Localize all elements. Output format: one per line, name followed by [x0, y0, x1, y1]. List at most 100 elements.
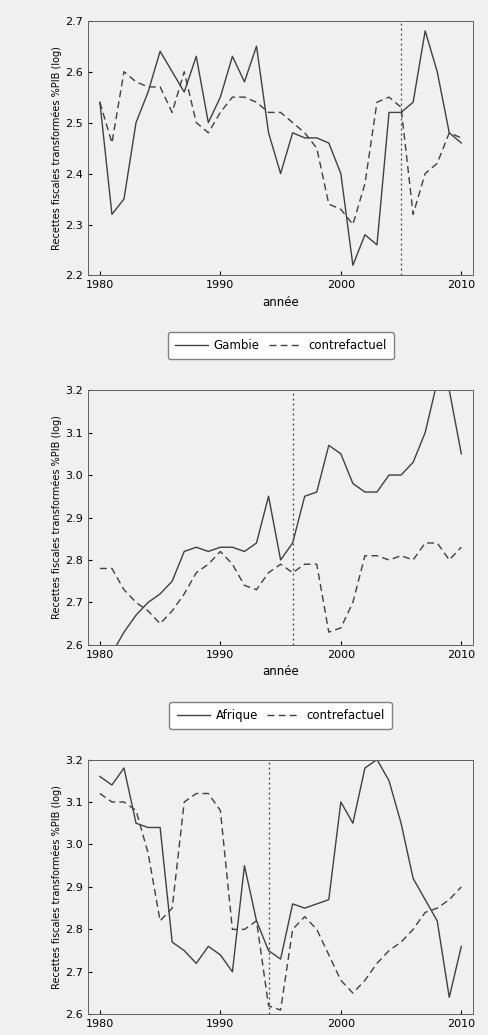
contrefactuel [398, 101, 404, 114]
Zambie [145, 821, 151, 833]
Afrique [205, 545, 211, 558]
Legend: Gambie, contrefactuel: Gambie, contrefactuel [168, 332, 393, 359]
contrefactuel [458, 541, 464, 554]
Gambie [121, 193, 127, 205]
Zambie [398, 817, 404, 829]
Zambie [362, 762, 368, 774]
Gambie [350, 259, 356, 271]
Afrique [157, 588, 163, 600]
Zambie [182, 944, 187, 956]
contrefactuel [193, 788, 199, 800]
Gambie [145, 86, 151, 98]
contrefactuel [386, 554, 392, 566]
Gambie [157, 46, 163, 58]
contrefactuel [290, 566, 296, 579]
contrefactuel [193, 116, 199, 128]
contrefactuel [458, 131, 464, 144]
contrefactuel [133, 76, 139, 88]
contrefactuel [97, 788, 103, 800]
contrefactuel [386, 91, 392, 104]
Zambie [133, 817, 139, 829]
Gambie [314, 131, 320, 144]
Line: Zambie: Zambie [100, 760, 461, 998]
Afrique [302, 490, 307, 502]
contrefactuel [133, 804, 139, 817]
Afrique [398, 469, 404, 481]
contrefactuel [374, 96, 380, 109]
contrefactuel [157, 915, 163, 927]
contrefactuel [398, 936, 404, 948]
Gambie [265, 126, 271, 139]
Gambie [109, 208, 115, 220]
contrefactuel [205, 126, 211, 139]
Gambie [133, 116, 139, 128]
contrefactuel [278, 1004, 284, 1016]
Afrique [193, 541, 199, 554]
Gambie [458, 137, 464, 149]
Afrique [145, 596, 151, 609]
contrefactuel [338, 974, 344, 986]
Zambie [326, 893, 332, 906]
contrefactuel [242, 923, 247, 936]
Zambie [302, 901, 307, 914]
contrefactuel [302, 126, 307, 139]
Legend: Afrique, contrefactuel: Afrique, contrefactuel [169, 702, 392, 729]
contrefactuel [254, 915, 260, 927]
Afrique [350, 477, 356, 490]
Zambie [314, 897, 320, 910]
Zambie [97, 770, 103, 782]
contrefactuel [374, 957, 380, 970]
Gambie [254, 40, 260, 53]
Afrique [422, 426, 428, 439]
Gambie [398, 107, 404, 119]
contrefactuel [169, 107, 175, 119]
Zambie [218, 949, 224, 962]
Gambie [193, 50, 199, 62]
Afrique [447, 384, 452, 396]
contrefactuel [242, 580, 247, 592]
Gambie [326, 137, 332, 149]
contrefactuel [338, 203, 344, 215]
contrefactuel [254, 584, 260, 596]
Line: Afrique: Afrique [100, 382, 461, 671]
contrefactuel [218, 107, 224, 119]
contrefactuel [229, 558, 235, 570]
Zambie [229, 966, 235, 978]
Gambie [290, 126, 296, 139]
Gambie [229, 50, 235, 62]
contrefactuel [133, 596, 139, 609]
contrefactuel [145, 81, 151, 93]
Gambie [182, 86, 187, 98]
contrefactuel [157, 81, 163, 93]
Zambie [254, 915, 260, 927]
X-axis label: année: année [262, 296, 299, 308]
Zambie [447, 992, 452, 1004]
Afrique [314, 485, 320, 498]
contrefactuel [109, 562, 115, 574]
Zambie [205, 940, 211, 952]
Gambie [447, 126, 452, 139]
Afrique [109, 647, 115, 659]
contrefactuel [314, 923, 320, 936]
contrefactuel [362, 178, 368, 190]
contrefactuel [109, 796, 115, 808]
Zambie [410, 873, 416, 885]
contrefactuel [182, 796, 187, 808]
contrefactuel [97, 562, 103, 574]
contrefactuel [121, 796, 127, 808]
Gambie [422, 25, 428, 37]
Afrique [229, 541, 235, 554]
Gambie [278, 168, 284, 180]
Zambie [386, 774, 392, 787]
contrefactuel [434, 157, 440, 170]
Zambie [169, 936, 175, 948]
contrefactuel [121, 65, 127, 78]
contrefactuel [242, 91, 247, 104]
Zambie [338, 796, 344, 808]
Afrique [374, 485, 380, 498]
Gambie [169, 65, 175, 78]
contrefactuel [362, 974, 368, 986]
Afrique [386, 469, 392, 481]
contrefactuel [410, 923, 416, 936]
contrefactuel [326, 949, 332, 962]
